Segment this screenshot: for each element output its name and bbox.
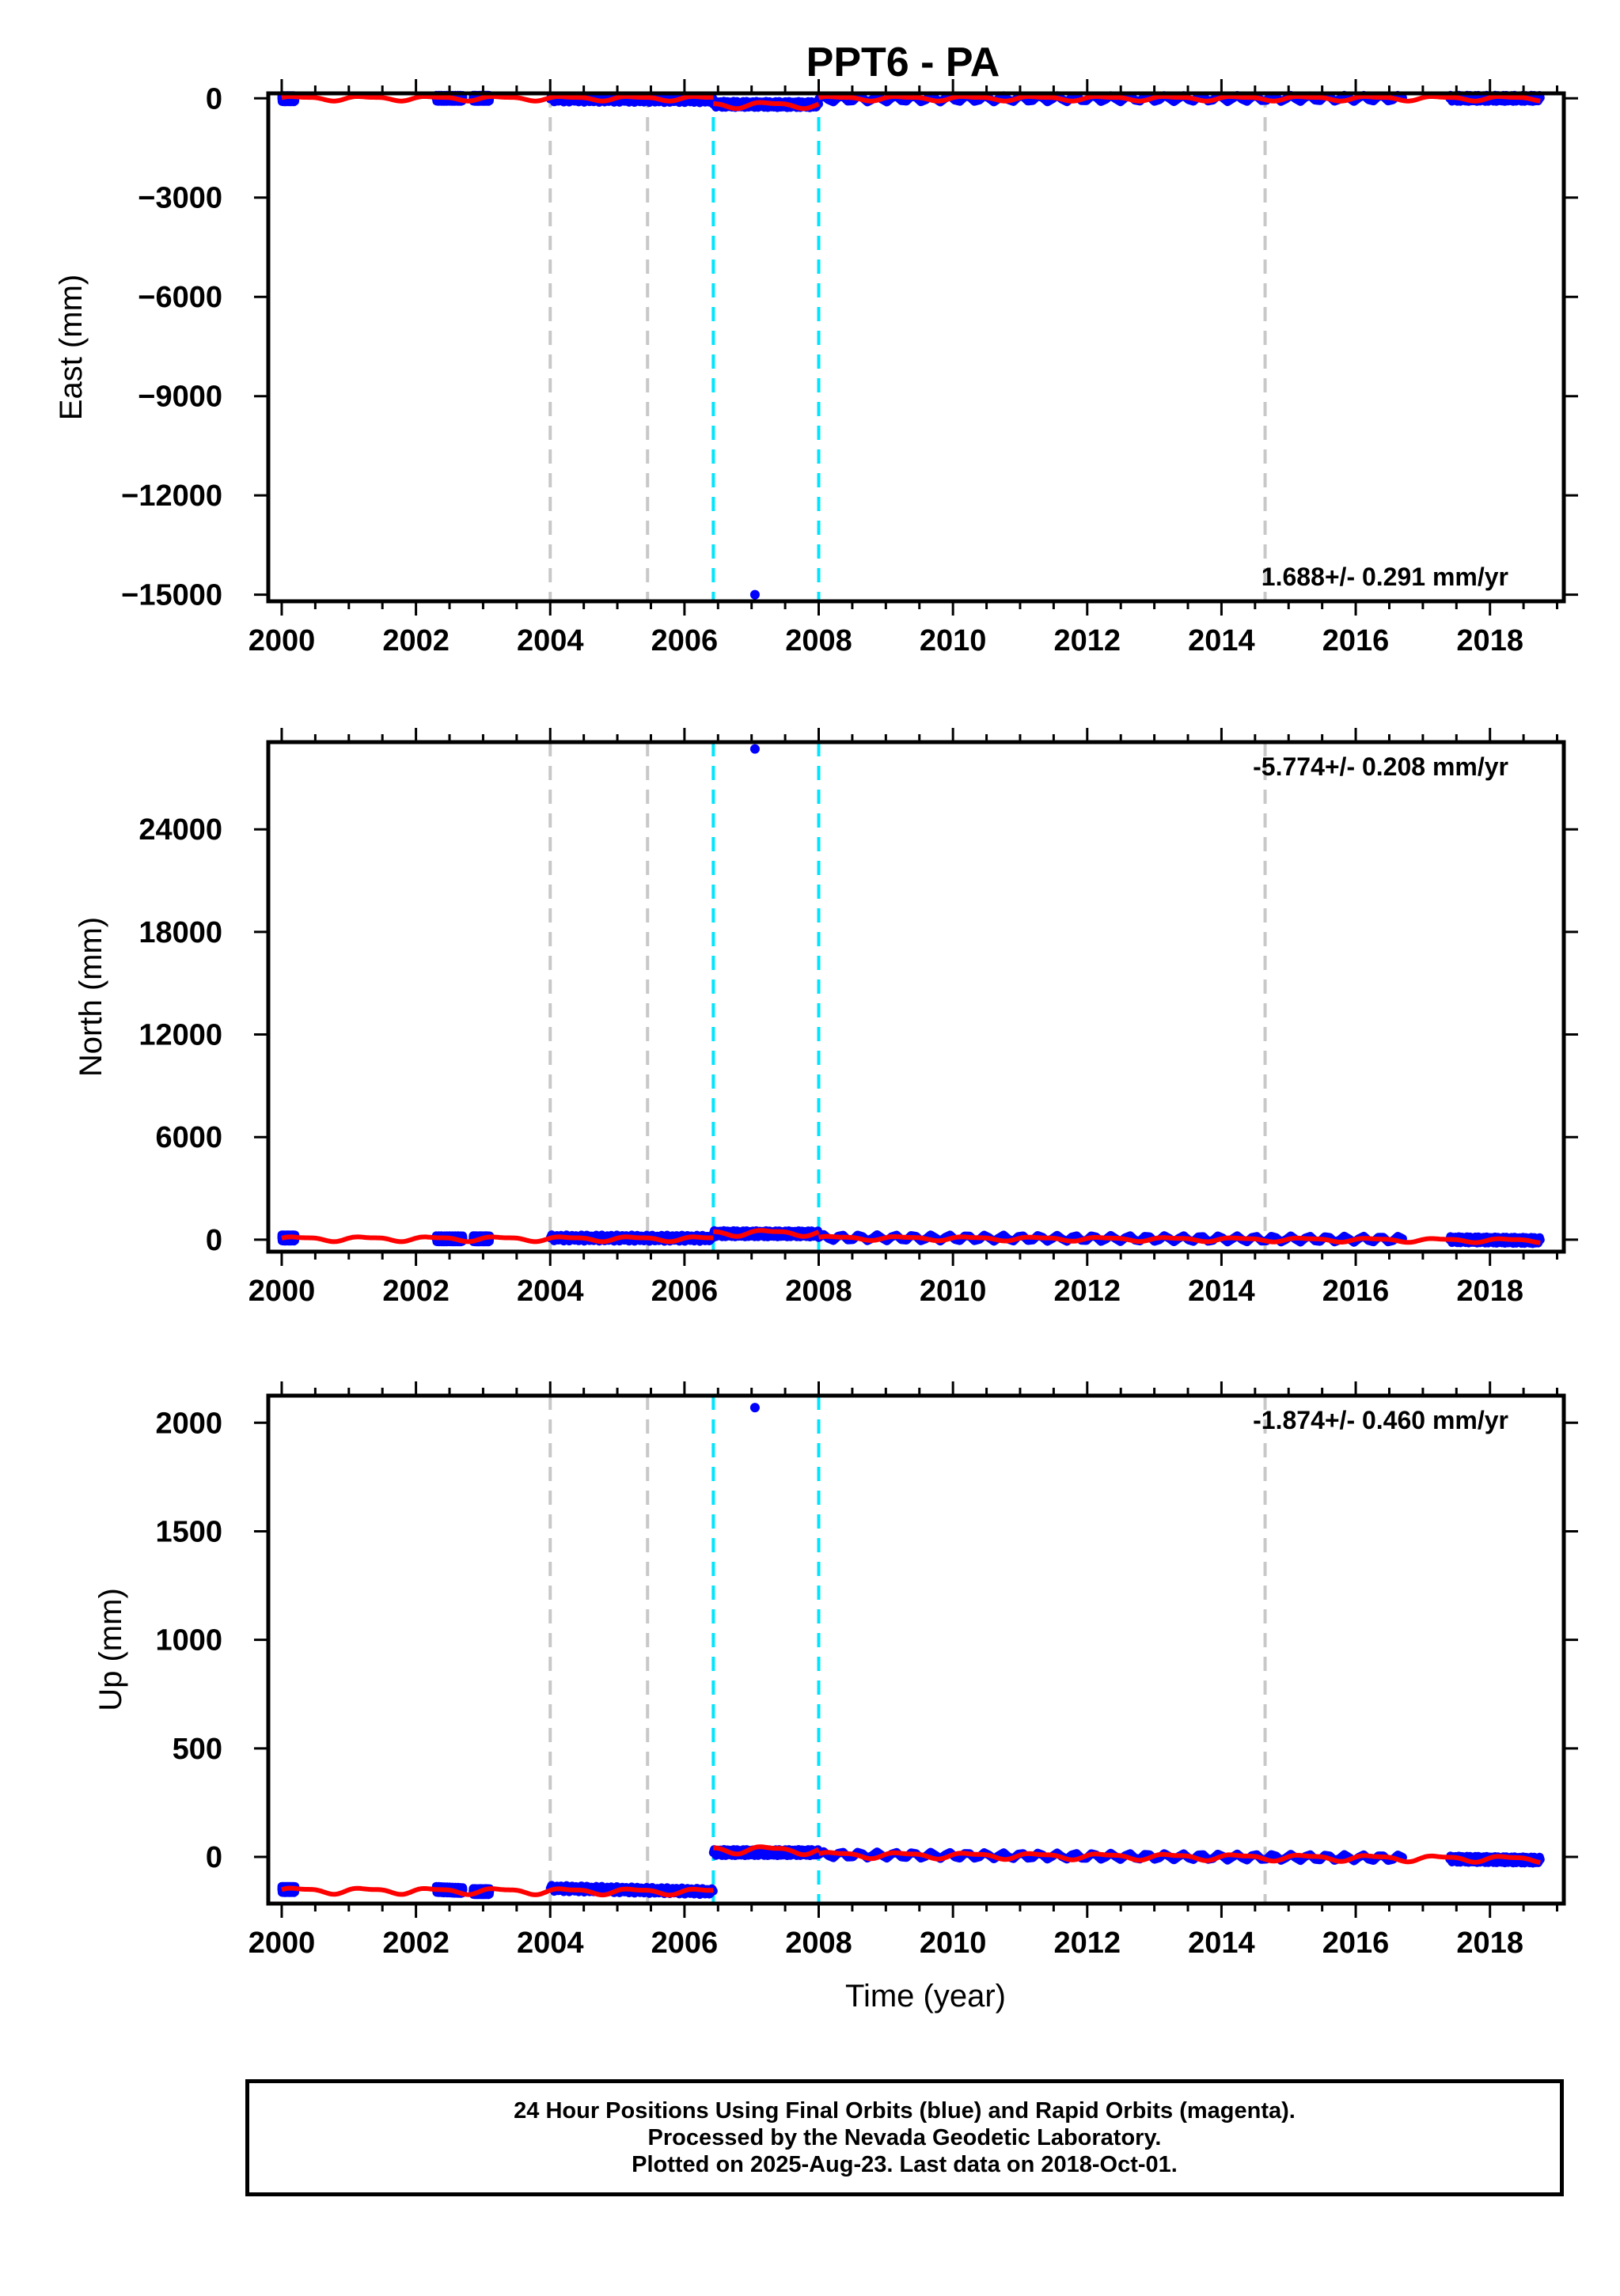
x-tick-label: 2008: [785, 1275, 852, 1308]
y-tick-label: 24000: [138, 813, 222, 847]
model-fit-segment: [818, 1850, 1542, 1866]
y-tick-label: 1500: [155, 1515, 222, 1548]
outlier-point: [749, 744, 760, 754]
panel-east: 2000 2002 2004 2006 2008 2010 2012 2014 2016 2018…: [54, 79, 1578, 657]
x-tick-label: 2000: [249, 624, 316, 657]
x-tick-label: 2012: [1054, 1927, 1121, 1960]
footer-caption-box: 24 Hour Positions Using Final Orbits (bl…: [245, 2079, 1564, 2196]
x-tick-label: 2002: [382, 1927, 450, 1960]
x-tick-label: 2016: [1322, 1927, 1390, 1960]
x-tick-label: 2008: [785, 624, 852, 657]
y-axis-label: East (mm): [54, 275, 89, 420]
panel-up: 2000 2002 2004 2006 2008 2010 2012 2014 2016 2018…: [93, 1381, 1578, 2014]
plot-frame: [266, 1393, 1566, 1906]
y-tick-label: 6000: [155, 1121, 222, 1154]
x-tick-label: 2004: [517, 624, 584, 657]
plot-frame: [266, 91, 1566, 604]
x-tick-label: 2018: [1456, 1927, 1523, 1960]
x-tick-label: 2004: [517, 1275, 584, 1308]
x-tick-label: 2012: [1054, 1275, 1121, 1308]
rate-annotation: -1.874+/- 0.460 mm/yr: [1253, 1406, 1508, 1434]
y-tick-label: −9000: [138, 381, 222, 414]
rate-annotation: 1.688+/- 0.291 mm/yr: [1261, 563, 1508, 591]
x-tick-label: 2006: [651, 1275, 719, 1308]
x-tick-label: 2006: [651, 1927, 719, 1960]
y-tick-label: 1000: [155, 1624, 222, 1658]
outlier-point: [749, 589, 760, 600]
x-tick-label: 2002: [382, 624, 450, 657]
model-fit-segment: [712, 1844, 820, 1858]
panel-north: 2000 2002 2004 2006 2008 2010 2012 2014 2016 2018…: [74, 728, 1578, 1308]
x-tick-label: 2014: [1188, 1275, 1255, 1308]
x-tick-label: 2014: [1188, 1927, 1255, 1960]
y-axis-label: North (mm): [74, 917, 108, 1077]
y-tick-label: 0: [206, 82, 222, 116]
y-tick-label: 12000: [138, 1019, 222, 1052]
y-tick-label: −12000: [121, 479, 222, 513]
model-fit-segment: [281, 1234, 715, 1245]
y-tick-label: 0: [206, 1224, 222, 1257]
x-tick-label: 2014: [1188, 624, 1255, 657]
y-tick-label: −15000: [121, 579, 222, 612]
model-fit-segment: [281, 94, 715, 104]
x-tick-label: 2016: [1322, 1275, 1390, 1308]
x-tick-label: 2018: [1456, 624, 1523, 657]
x-tick-label: 2018: [1456, 1275, 1523, 1308]
y-axis-label: Up (mm): [93, 1588, 128, 1711]
y-tick-label: 500: [173, 1733, 222, 1766]
x-tick-label: 2010: [920, 1275, 987, 1308]
footer-line-3: Plotted on 2025-Aug-23. Last data on 201…: [632, 2152, 1178, 2177]
chart-title: PPT6 - PA: [806, 40, 1000, 85]
x-tick-label: 2002: [382, 1275, 450, 1308]
x-tick-label: 2016: [1322, 624, 1390, 657]
model-fit-segment: [818, 94, 1542, 104]
model-fit-segment: [712, 100, 820, 112]
x-tick-label: 2004: [517, 1927, 584, 1960]
model-fit-segment: [818, 1233, 1542, 1245]
x-tick-label: 2000: [249, 1275, 316, 1308]
x-axis-label: Time (year): [845, 1979, 1006, 2014]
y-tick-label: −3000: [138, 182, 222, 215]
y-tick-label: 18000: [138, 916, 222, 949]
outlier-point: [749, 1403, 760, 1413]
y-tick-label: 0: [206, 1841, 222, 1874]
y-tick-label: −6000: [138, 281, 222, 314]
x-tick-label: 2010: [920, 1927, 987, 1960]
plot-frame: [266, 740, 1566, 1254]
footer-line-2: Processed by the Nevada Geodetic Laborat…: [647, 2125, 1162, 2150]
x-tick-label: 2008: [785, 1927, 852, 1960]
x-tick-label: 2012: [1054, 624, 1121, 657]
x-tick-label: 2010: [920, 624, 987, 657]
y-tick-label: 2000: [155, 1407, 222, 1440]
footer-line-1: 24 Hour Positions Using Final Orbits (bl…: [514, 2098, 1296, 2124]
model-fit-segment: [712, 1228, 820, 1239]
rate-annotation: -5.774+/- 0.208 mm/yr: [1253, 752, 1508, 781]
model-fit-segment: [281, 1885, 715, 1898]
x-tick-label: 2006: [651, 624, 719, 657]
x-tick-label: 2000: [249, 1927, 316, 1960]
